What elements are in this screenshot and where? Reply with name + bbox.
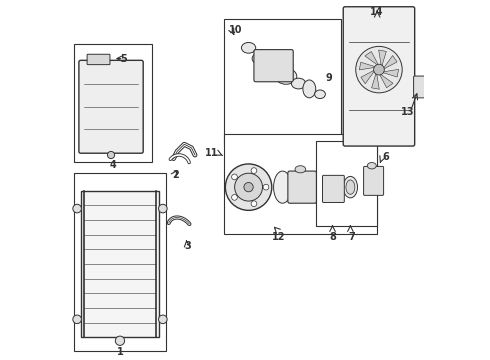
FancyBboxPatch shape (322, 175, 344, 203)
Circle shape (107, 152, 115, 158)
Ellipse shape (273, 171, 292, 203)
Text: 11: 11 (205, 148, 218, 158)
Ellipse shape (252, 52, 270, 65)
Polygon shape (365, 51, 379, 66)
Text: 3: 3 (184, 241, 191, 251)
Circle shape (232, 174, 237, 180)
Text: 2: 2 (172, 170, 179, 180)
Circle shape (373, 64, 384, 75)
Circle shape (159, 315, 167, 324)
Text: 7: 7 (349, 232, 356, 242)
FancyBboxPatch shape (99, 51, 119, 66)
FancyBboxPatch shape (288, 171, 317, 203)
Bar (223, 134, 377, 234)
Bar (317, 141, 377, 226)
Polygon shape (361, 69, 375, 84)
Circle shape (232, 194, 237, 200)
Bar (223, 19, 342, 144)
Bar (74, 173, 167, 351)
Circle shape (159, 204, 167, 213)
Circle shape (235, 173, 263, 201)
Text: 10: 10 (229, 25, 243, 35)
Circle shape (356, 46, 402, 93)
Circle shape (263, 184, 269, 190)
Circle shape (105, 51, 114, 59)
Text: 12: 12 (272, 232, 286, 242)
Circle shape (244, 183, 253, 192)
Text: 14: 14 (370, 7, 384, 17)
Circle shape (115, 336, 124, 345)
Polygon shape (383, 55, 397, 69)
Ellipse shape (275, 68, 297, 84)
Polygon shape (382, 69, 398, 77)
Ellipse shape (295, 166, 306, 173)
Circle shape (251, 168, 257, 174)
Ellipse shape (315, 90, 325, 99)
Text: 5: 5 (120, 54, 127, 64)
Circle shape (73, 204, 81, 213)
Ellipse shape (346, 180, 355, 194)
Ellipse shape (292, 78, 306, 89)
Text: 1: 1 (117, 347, 123, 357)
Ellipse shape (266, 59, 281, 80)
Ellipse shape (368, 162, 376, 169)
FancyBboxPatch shape (254, 50, 293, 82)
Bar (81, 191, 159, 337)
Bar (74, 44, 152, 162)
Circle shape (73, 315, 81, 324)
Text: 6: 6 (383, 152, 389, 162)
Text: 4: 4 (109, 160, 116, 170)
FancyBboxPatch shape (343, 7, 415, 146)
Circle shape (225, 164, 272, 210)
Text: 9: 9 (325, 73, 332, 83)
Polygon shape (379, 50, 386, 67)
Ellipse shape (242, 42, 256, 53)
Text: 13: 13 (401, 107, 415, 117)
FancyBboxPatch shape (414, 76, 430, 98)
Polygon shape (379, 73, 393, 88)
FancyBboxPatch shape (79, 60, 143, 153)
Polygon shape (371, 72, 379, 89)
Polygon shape (359, 62, 376, 70)
Ellipse shape (343, 176, 358, 198)
Circle shape (251, 201, 257, 207)
Ellipse shape (303, 80, 316, 98)
FancyBboxPatch shape (87, 54, 110, 64)
FancyBboxPatch shape (364, 166, 384, 195)
Text: 8: 8 (329, 232, 336, 242)
